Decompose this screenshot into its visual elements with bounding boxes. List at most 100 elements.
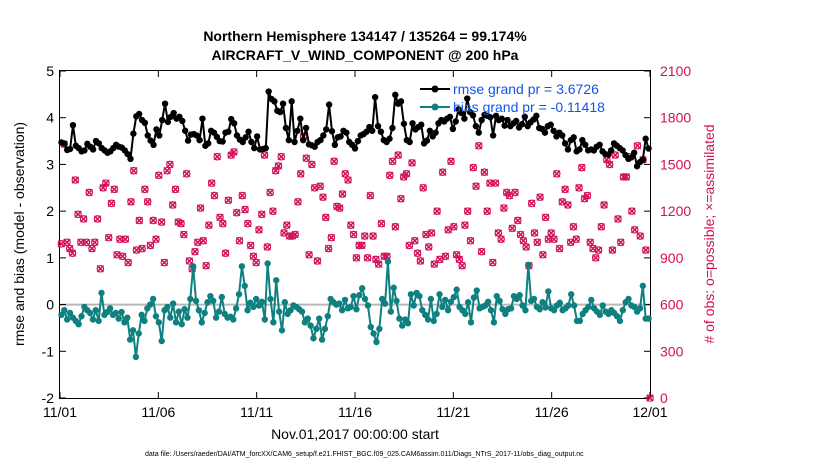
rmse-point xyxy=(452,118,459,125)
rmse-point xyxy=(363,128,370,135)
bias-point xyxy=(542,304,549,311)
y-tick-label-left: 3 xyxy=(46,156,54,172)
bias-point xyxy=(450,293,458,301)
obs-point xyxy=(539,250,547,259)
bias-point xyxy=(212,314,220,321)
bias-point xyxy=(241,282,248,290)
bias-point xyxy=(436,291,443,298)
rmse-point xyxy=(153,126,160,133)
obs-point xyxy=(127,198,135,206)
rmse-point xyxy=(423,137,431,144)
bias-point xyxy=(576,317,584,325)
obs-point xyxy=(541,213,550,222)
y-tick-label-left: 4 xyxy=(46,110,54,126)
obs-point xyxy=(547,229,556,237)
obs-point xyxy=(90,238,99,247)
bias-point xyxy=(490,319,498,326)
rmse-point xyxy=(265,88,272,95)
rmse-point xyxy=(351,145,359,152)
rmse-point xyxy=(320,132,327,139)
obs-point xyxy=(257,210,266,219)
bias-point xyxy=(364,302,372,309)
y-axis-label-right: # of obs: o=possible; ×=assimilated xyxy=(701,124,717,343)
obs-point xyxy=(447,157,455,166)
bias-point xyxy=(98,289,105,297)
bias-point xyxy=(522,306,529,314)
obs-point xyxy=(561,185,569,194)
obs-point xyxy=(480,168,489,177)
rmse-point xyxy=(533,112,540,120)
obs-point xyxy=(555,244,564,253)
rmse-point xyxy=(291,138,298,146)
obs-point xyxy=(199,236,208,245)
obs-point xyxy=(416,257,425,265)
rmse-point xyxy=(619,147,626,154)
obs-point xyxy=(391,222,400,231)
rmse-point xyxy=(406,138,413,146)
bias-point xyxy=(187,295,194,303)
rmse-point xyxy=(279,100,287,107)
rmse-point xyxy=(225,128,232,135)
bias-point xyxy=(356,292,363,299)
bias-point xyxy=(215,308,223,315)
rmse-point xyxy=(262,144,269,152)
obs-point xyxy=(141,185,149,194)
bias-point xyxy=(149,295,157,303)
obs-point xyxy=(149,216,158,225)
bias-point xyxy=(129,327,137,334)
bias-point xyxy=(270,319,277,326)
obs-point xyxy=(486,179,494,187)
obs-point xyxy=(296,169,305,178)
bias-point xyxy=(636,305,644,312)
bias-point xyxy=(430,317,437,325)
rmse-point xyxy=(461,115,468,122)
rmse-point xyxy=(397,98,405,105)
bias-point xyxy=(530,295,538,303)
y-tick-label-left: -1 xyxy=(42,343,55,359)
obs-point xyxy=(205,221,213,229)
rmse-point xyxy=(288,98,295,105)
bias-point xyxy=(419,306,426,314)
bias-point xyxy=(396,315,403,322)
rmse-point xyxy=(354,137,362,145)
obs-point xyxy=(533,238,542,247)
chart-subtitle: AIRCRAFT_V_WIND_COMPONENT @ 200 hPa xyxy=(212,47,519,63)
rmse-point xyxy=(141,119,149,127)
rmse-point xyxy=(124,150,131,158)
rmse-point xyxy=(607,147,615,154)
bias-point xyxy=(462,310,469,318)
bias-point xyxy=(536,306,543,313)
bias-point xyxy=(63,316,71,323)
obs-point xyxy=(319,193,327,201)
bias-point xyxy=(281,299,289,306)
bias-point xyxy=(264,260,271,267)
bias-point xyxy=(619,306,626,314)
rmse-point xyxy=(417,121,425,128)
rmse-point xyxy=(478,116,485,124)
obs-point xyxy=(536,193,544,201)
obs-point xyxy=(110,185,119,194)
bias-point xyxy=(499,306,506,313)
rmse-point xyxy=(242,134,249,141)
bias-point xyxy=(444,306,452,314)
obs-point xyxy=(438,168,447,177)
obs-point xyxy=(327,233,336,242)
bias-point xyxy=(516,292,523,299)
bias-point xyxy=(230,316,237,323)
rmse-point xyxy=(245,128,252,135)
y-tick-label-right: 900 xyxy=(660,250,684,266)
rmse-point xyxy=(230,120,238,127)
bias-point xyxy=(132,353,140,361)
bias-point xyxy=(639,282,647,290)
rmse-point xyxy=(504,116,511,124)
obs-point xyxy=(527,199,536,208)
bias-point xyxy=(384,258,392,265)
rmse-point xyxy=(498,115,505,122)
obs-point xyxy=(575,183,583,192)
obs-point xyxy=(614,215,622,223)
bias-point xyxy=(467,319,475,326)
obs-point xyxy=(458,261,466,270)
obs-point xyxy=(511,188,519,197)
obs-point xyxy=(636,232,645,240)
obs-point xyxy=(68,249,77,257)
